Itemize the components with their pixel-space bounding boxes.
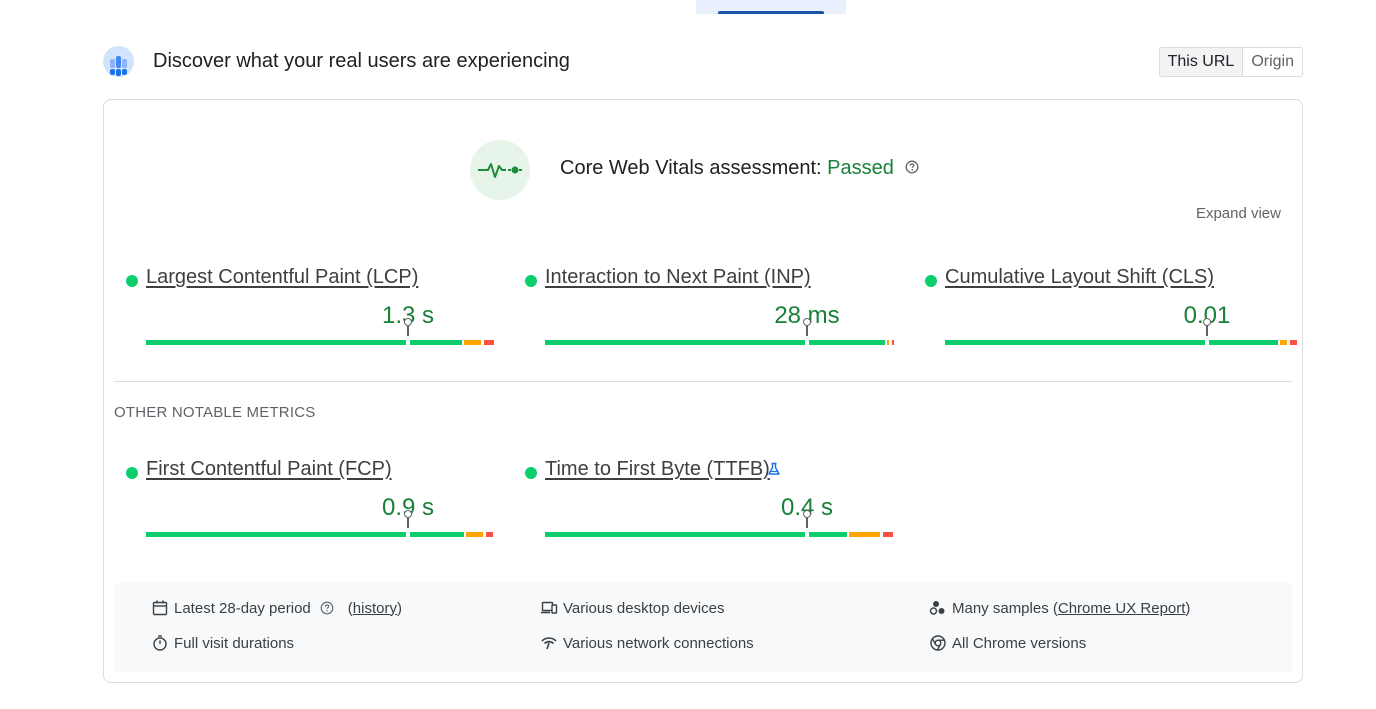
- assessment-status: Passed: [827, 157, 894, 179]
- metric-inp: Interaction to Next Paint (INP) 28 ms: [525, 266, 895, 366]
- marker-stem: [806, 517, 808, 528]
- stopwatch-icon: [153, 635, 167, 651]
- devices-icon: [541, 601, 558, 614]
- history-link-wrap: (history): [347, 599, 402, 617]
- good-status-dot: [126, 275, 138, 287]
- good-status-dot: [525, 275, 537, 287]
- distribution-bar: [146, 532, 494, 537]
- toggle-origin[interactable]: Origin: [1243, 48, 1302, 76]
- metric-ttfb: Time to First Byte (TTFB) 0.4 s: [525, 458, 895, 558]
- other-metrics-heading: OTHER NOTABLE METRICS: [114, 404, 316, 421]
- good-segment: [545, 340, 805, 345]
- network-text: Various network connections: [563, 634, 754, 652]
- poor-segment: [486, 532, 493, 537]
- metric-cls: Cumulative Layout Shift (CLS) 0.01: [925, 266, 1297, 366]
- good-segment: [146, 340, 406, 345]
- p75-marker-pin: [1203, 318, 1211, 336]
- samples-prefix: Many samples (: [952, 599, 1058, 617]
- good-status-dot: [925, 275, 937, 287]
- top-tab-indicator[interactable]: [696, 0, 846, 14]
- data-details-footer: Latest 28-day period (history) Various d…: [114, 583, 1292, 672]
- assessment-title: Core Web Vitals assessment: Passed: [560, 157, 919, 180]
- crux-header: Discover what your real users are experi…: [103, 46, 1303, 78]
- good-status-dot: [525, 467, 537, 479]
- marker-stem: [1206, 325, 1208, 336]
- needs-improvement-segment: [464, 340, 481, 345]
- marker-stem: [407, 325, 409, 336]
- history-link[interactable]: history: [352, 599, 397, 617]
- crux-users-icon: [103, 46, 134, 77]
- calendar-icon: [152, 600, 168, 616]
- footer-network: Various network connections: [540, 634, 754, 652]
- poor-segment: [883, 532, 893, 537]
- distribution-bar: [545, 340, 894, 345]
- samples-icon: [929, 601, 945, 615]
- metric-name-link[interactable]: Time to First Byte (TTFB): [545, 458, 770, 481]
- poor-segment: [1290, 340, 1297, 345]
- needs-improvement-segment: [1280, 340, 1287, 345]
- assessment-prefix: Core Web Vitals assessment:: [560, 157, 828, 179]
- toggle-this-url[interactable]: This URL: [1159, 48, 1244, 76]
- marker-stem: [407, 517, 409, 528]
- metric-name-link[interactable]: Largest Contentful Paint (LCP): [146, 266, 419, 288]
- p75-marker-pin: [404, 510, 412, 528]
- chrome-ux-report-link[interactable]: Chrome UX Report: [1057, 599, 1186, 617]
- period-text: Latest 28-day period: [174, 599, 311, 617]
- marker-stem: [806, 325, 808, 336]
- needs-improvement-segment: [849, 532, 880, 537]
- metric-name-link[interactable]: Interaction to Next Paint (INP): [545, 266, 811, 288]
- metric-lcp: Largest Contentful Paint (LCP) 1.3 s: [126, 266, 496, 366]
- distribution-bar: [945, 340, 1297, 345]
- url-origin-toggle[interactable]: This URL Origin: [1158, 47, 1303, 77]
- metric-name-link[interactable]: Cumulative Layout Shift (CLS): [945, 266, 1215, 288]
- poor-segment: [484, 340, 494, 345]
- distribution-bar: [545, 532, 893, 537]
- poor-segment: [892, 340, 894, 345]
- expand-view-button[interactable]: Expand view: [1195, 205, 1281, 222]
- experimental-flask-icon: [768, 462, 780, 475]
- help-icon[interactable]: [319, 600, 335, 616]
- p75-marker-pin: [803, 318, 811, 336]
- metric-name-link[interactable]: First Contentful Paint (FCP): [146, 458, 392, 480]
- devices-text: Various desktop devices: [563, 599, 725, 617]
- needs-improvement-segment: [466, 532, 483, 537]
- footer-versions: All Chrome versions: [929, 634, 1086, 652]
- good-segment: [945, 340, 1205, 345]
- good-segment: [545, 532, 805, 537]
- help-icon[interactable]: [905, 160, 919, 174]
- footer-durations: Full visit durations: [151, 634, 294, 652]
- good-segment: [809, 532, 847, 537]
- footer-samples: Many samples (Chrome UX Report): [929, 599, 1190, 617]
- good-segment: [410, 340, 462, 345]
- durations-text: Full visit durations: [174, 634, 295, 652]
- p75-marker-pin: [803, 510, 811, 528]
- metric-name-text: Time to First Byte (TTFB): [545, 458, 770, 480]
- good-segment: [809, 340, 885, 345]
- distribution-bar: [146, 340, 494, 345]
- p75-marker-pin: [404, 318, 412, 336]
- good-segment: [146, 532, 406, 537]
- vitals-pulse-icon: [470, 140, 530, 200]
- versions-text: All Chrome versions: [952, 634, 1087, 652]
- footer-devices: Various desktop devices: [540, 599, 724, 617]
- section-divider: [114, 381, 1292, 382]
- good-segment: [410, 532, 464, 537]
- chrome-icon: [930, 635, 946, 651]
- good-status-dot: [126, 467, 138, 479]
- field-data-card: Core Web Vitals assessment: Passed Expan…: [103, 99, 1303, 683]
- active-tab-underline: [718, 11, 824, 14]
- page-title: Discover what your real users are experi…: [153, 50, 570, 72]
- network-icon: [541, 637, 557, 650]
- good-segment: [1209, 340, 1278, 345]
- footer-period: Latest 28-day period (history): [151, 599, 402, 617]
- samples-suffix: ): [1185, 599, 1191, 617]
- needs-improvement-segment: [887, 340, 889, 345]
- metric-fcp: First Contentful Paint (FCP) 0.9 s: [126, 458, 496, 558]
